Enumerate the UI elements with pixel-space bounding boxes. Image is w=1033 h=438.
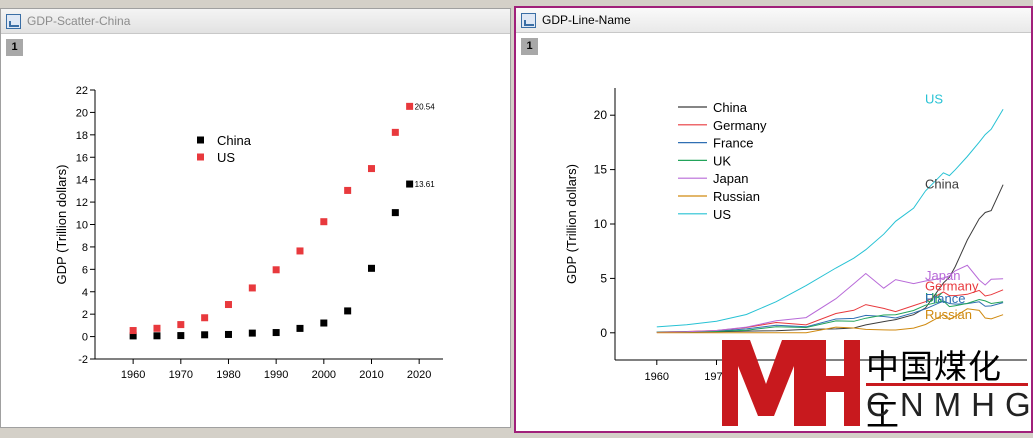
- line-legend-label-japan: Japan: [713, 171, 748, 186]
- scatter-point-china: [344, 307, 352, 315]
- line-y-axis-label: GDP (Trillion dollars): [564, 164, 579, 284]
- line-legend-label-us: US: [713, 207, 731, 222]
- scatter-point-china: [153, 332, 161, 340]
- scatter-y-tick-label: 12: [76, 197, 88, 209]
- line-y-tick-label: 10: [594, 217, 608, 231]
- scatter-point-china: [406, 180, 414, 188]
- scatter-point-china: [224, 330, 232, 338]
- line-end-label-uk: UK: [925, 290, 943, 305]
- scatter-point-us: [129, 327, 137, 335]
- scatter-y-tick-label: 20: [76, 107, 88, 119]
- line-window-title: GDP-Line-Name: [542, 13, 631, 27]
- line-legend-label-china: China: [713, 100, 748, 115]
- scatter-data-label: 20.54: [415, 102, 436, 111]
- scatter-point-us: [272, 266, 280, 274]
- scatter-y-tick-label: 16: [76, 152, 88, 164]
- scatter-point-china: [201, 331, 209, 339]
- scatter-y-tick-label: 2: [82, 309, 88, 321]
- line-legend-label-germany: Germany: [713, 118, 767, 133]
- line-series-japan: [656, 264, 1004, 333]
- line-x-tick-label: 1960: [645, 371, 669, 383]
- mh-logo-mark: [722, 340, 860, 426]
- scatter-x-tick-label: 1990: [264, 369, 288, 381]
- scatter-legend-label-us: US: [217, 150, 235, 165]
- line-end-label-france: France: [925, 291, 965, 306]
- scatter-window-title: GDP-Scatter-China: [27, 14, 131, 28]
- cnmhg-watermark: 中国煤化工 CNMHG: [714, 336, 1033, 434]
- scatter-window-titlebar[interactable]: GDP-Scatter-China: [1, 9, 510, 34]
- scatter-y-axis-label: GDP (Trillion dollars): [54, 165, 69, 285]
- scatter-graph-window[interactable]: GDP-Scatter-China 1: [0, 8, 511, 428]
- scatter-point-china: [272, 329, 280, 337]
- scatter-point-us: [153, 324, 161, 332]
- line-end-label-russian: Russian: [925, 307, 972, 322]
- scatter-point-us: [224, 301, 232, 309]
- scatter-point-us: [296, 247, 304, 255]
- line-window-titlebar[interactable]: GDP-Line-Name: [516, 8, 1031, 33]
- scatter-point-china: [177, 332, 185, 340]
- scatter-point-china: [320, 319, 328, 327]
- scatter-legend-label-china: China: [217, 133, 252, 148]
- scatter-point-china: [129, 332, 137, 340]
- scatter-x-tick-label: 1960: [121, 369, 145, 381]
- line-end-label-china: China: [925, 177, 960, 192]
- scatter-point-us: [248, 284, 256, 292]
- scatter-y-tick-label: 14: [76, 175, 88, 187]
- scatter-point-china: [367, 264, 375, 272]
- scatter-layer-tab[interactable]: 1: [6, 39, 23, 56]
- line-layer-tab[interactable]: 1: [521, 38, 538, 55]
- line-end-label-japan: Japan: [925, 268, 960, 283]
- line-y-tick-label: 5: [600, 271, 607, 285]
- scatter-y-tick-label: 6: [82, 264, 88, 276]
- scatter-y-tick-label: 10: [76, 220, 88, 232]
- scatter-y-tick-label: 4: [82, 287, 88, 299]
- scatter-y-tick-label: 22: [76, 85, 88, 97]
- scatter-x-tick-label: 2000: [312, 369, 336, 381]
- scatter-x-tick-label: 1980: [216, 369, 240, 381]
- scatter-x-tick-label: 1970: [169, 369, 193, 381]
- scatter-data-label: 13.61: [415, 180, 436, 189]
- scatter-y-tick-label: 8: [82, 242, 88, 254]
- scatter-x-tick-label: 2010: [359, 369, 383, 381]
- line-y-tick-label: 0: [600, 326, 607, 340]
- line-series-russian: [656, 308, 1004, 334]
- line-end-label-germany: Germany: [925, 279, 979, 294]
- scatter-point-us: [320, 218, 328, 226]
- scatter-y-tick-label: 0: [82, 332, 88, 344]
- scatter-legend-marker-us: [197, 153, 204, 161]
- line-y-tick-label: 15: [594, 163, 608, 177]
- line-y-tick-label: 20: [594, 108, 608, 122]
- line-series-us: [656, 109, 1004, 328]
- scatter-y-tick-label: 18: [76, 130, 88, 142]
- line-graph-window[interactable]: GDP-Line-Name 1: [514, 6, 1033, 433]
- scatter-point-china: [248, 329, 256, 337]
- graph-window-icon: [6, 13, 21, 29]
- watermark-english-text: CNMHG: [866, 386, 1033, 423]
- scatter-point-china: [391, 209, 399, 217]
- line-series-germany: [656, 289, 1004, 333]
- line-end-label-us: US: [925, 91, 943, 106]
- scatter-point-us: [201, 314, 209, 322]
- scatter-point-china: [296, 324, 304, 332]
- scatter-point-us: [406, 102, 414, 110]
- line-series-france: [656, 300, 1004, 333]
- line-legend-label-france: France: [713, 136, 753, 151]
- scatter-legend-marker-china: [197, 136, 204, 144]
- watermark-chinese-text: 中国煤化工: [866, 347, 1002, 434]
- scatter-point-us: [177, 321, 185, 329]
- line-legend-label-uk: UK: [713, 153, 731, 168]
- scatter-point-us: [344, 186, 352, 194]
- watermark-divider: [866, 383, 1028, 386]
- line-series-uk: [656, 298, 1004, 333]
- scatter-x-tick-label: 2020: [407, 369, 431, 381]
- scatter-point-us: [391, 128, 399, 136]
- scatter-point-us: [367, 165, 375, 173]
- scatter-y-tick-label: -2: [78, 354, 88, 366]
- line-series-china: [656, 184, 1004, 333]
- graph-window-icon: [521, 12, 536, 28]
- line-legend-label-russian: Russian: [713, 189, 760, 204]
